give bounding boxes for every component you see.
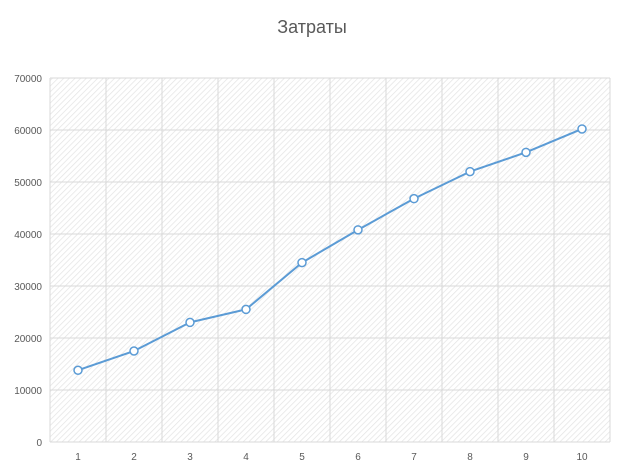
data-point [409,193,419,204]
series-line [77,128,583,372]
x-tick-label: 4 [243,452,249,463]
data-point [241,304,251,315]
y-tick-label: 40000 [14,230,42,241]
y-tick-label: 20000 [14,334,42,345]
y-tick-label: 0 [36,438,42,449]
x-tick-label: 7 [411,452,417,463]
x-tick-label: 6 [355,452,361,463]
x-tick-label: 5 [299,452,305,463]
x-tick-label: 9 [523,452,529,463]
y-tick-label: 70000 [14,74,42,85]
chart-title: Затраты [277,17,347,37]
y-tick-label: 10000 [14,386,42,397]
data-point [185,317,195,328]
data-point [521,147,531,158]
x-tick-label: 2 [131,452,137,463]
y-tick-label: 50000 [14,178,42,189]
x-tick-label: 8 [467,452,473,463]
data-point [465,166,475,177]
data-point [577,124,587,134]
series-layer [73,124,587,375]
x-tick-label: 3 [187,452,193,463]
y-tick-label: 30000 [14,282,42,293]
x-tick-label: 1 [75,452,81,463]
x-axis-tick-labels: 1 2 3 4 5 6 7 8 9 10 [75,452,588,463]
data-point [73,365,83,375]
x-tick-label: 10 [576,452,588,463]
data-point [297,257,307,268]
y-axis-tick-labels: 0 10000 20000 30000 40000 50000 60000 70000 [14,74,42,449]
data-point [353,225,363,235]
data-point [129,346,139,356]
y-tick-label: 60000 [14,126,42,137]
gridlines [49,77,611,443]
